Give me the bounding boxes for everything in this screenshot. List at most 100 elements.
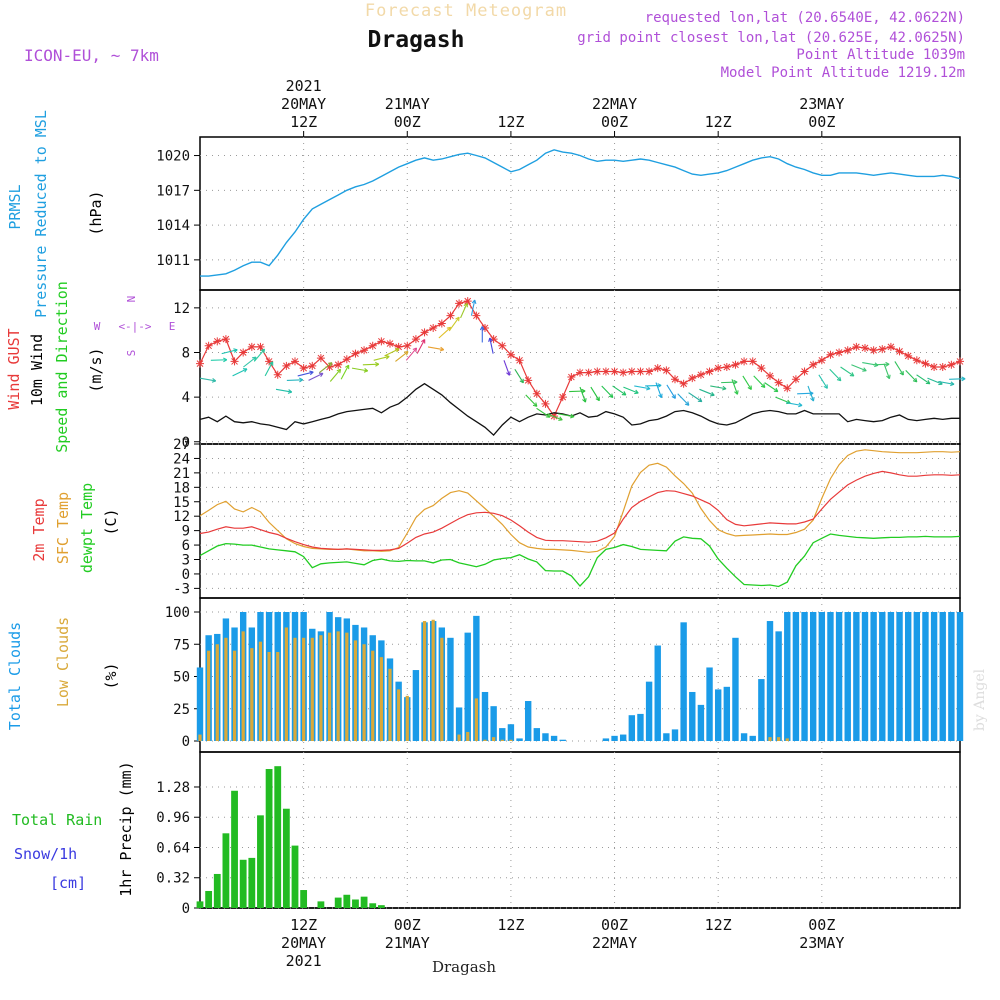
wind-arrow-head [595, 396, 600, 402]
gust-marker [938, 363, 947, 371]
wind-arrow [873, 363, 890, 366]
gust-marker [230, 357, 239, 366]
low-cloud-bar [768, 737, 772, 741]
clouds-tick-label: 25 [173, 702, 190, 718]
wind-arrow [489, 337, 494, 354]
gust-marker [740, 357, 749, 366]
temp-frame [199, 443, 961, 599]
gust-marker [886, 342, 895, 351]
wind-arrow [612, 385, 627, 396]
gust-marker [826, 350, 835, 359]
gust-marker [291, 357, 299, 366]
gust-marker [472, 311, 481, 320]
wind-tick-label: 12 [173, 301, 190, 317]
wind-arrow [634, 385, 651, 390]
wind-arrow-head [287, 389, 293, 394]
low-cloud-bar [785, 738, 789, 741]
total-cloud-bar [559, 739, 566, 741]
t2m-line [199, 470, 961, 552]
temp-tick-label: 18 [173, 480, 190, 496]
pressure-tick-label: 1014 [156, 218, 190, 234]
gust-marker [835, 348, 844, 357]
top-time-label: 12Z [705, 113, 732, 131]
total-cloud-bar [619, 734, 627, 741]
wind-arrow [395, 351, 409, 362]
wind-arrow [232, 368, 248, 377]
rain-bar [265, 769, 273, 908]
total-cloud-bar [749, 735, 756, 741]
footer-location: Dragash [432, 958, 496, 976]
rain-bar [369, 903, 377, 908]
wind-arrow-head [345, 364, 350, 370]
sfc-temp-line [199, 449, 961, 553]
compass-n: N [125, 296, 138, 303]
gust-marker [679, 379, 688, 388]
total-cloud-bar [490, 706, 497, 741]
bottom-time-label: 00Z [394, 916, 421, 934]
total-cloud-bar [516, 738, 523, 741]
precip-tick-label: 0.96 [156, 810, 190, 826]
top-time-label: 22MAY [592, 95, 637, 113]
wind-arrow-head [471, 299, 477, 305]
wind-arrow-head [582, 398, 587, 403]
gust-marker [930, 363, 939, 371]
wind-arrow-head [532, 402, 538, 407]
precip-tick-label: 0.32 [156, 871, 190, 887]
total-cloud-bar [524, 701, 532, 741]
top-time-label: 12Z [290, 113, 317, 131]
wind-arrow [525, 394, 538, 407]
wind-label-gust: Wind GUST [5, 328, 23, 409]
low-cloud-bar [258, 641, 263, 741]
gust-marker [498, 341, 507, 350]
clouds-tick-label: 50 [173, 670, 190, 686]
wind-arrow-head [621, 391, 627, 396]
top-time-label: 20MAY [281, 95, 326, 113]
total-cloud-bar [775, 631, 782, 741]
wind-arrow-head [318, 372, 324, 377]
total-cloud-bar [654, 645, 661, 741]
low-cloud-bar [474, 698, 478, 741]
gust-marker [774, 378, 783, 387]
total-cloud-bar [861, 612, 869, 741]
wind-arrow-head [734, 390, 739, 395]
wind-tick-label: 0 [182, 435, 190, 451]
gust-marker [912, 356, 921, 365]
low-cloud-bar [440, 637, 444, 741]
rain-bar [257, 815, 264, 908]
wind-arrow-head [309, 370, 314, 376]
rain-bar [377, 905, 385, 908]
credit: by Angel [972, 668, 988, 731]
wind-arrow [721, 381, 738, 384]
dewpt-line [199, 533, 961, 588]
total-cloud-bar [697, 704, 705, 741]
pressure-tick-label: 1017 [156, 183, 190, 199]
pressure-panel: 1011 1014 1017 1020 PRMSL Pressure Reduced to… [6, 110, 961, 318]
wind-arrow [840, 366, 855, 377]
total-cloud-bar [827, 612, 834, 741]
gust-marker [532, 389, 541, 398]
rain-bar [222, 833, 230, 908]
wind-arrow [427, 346, 444, 351]
gust-marker [342, 355, 351, 364]
gust-marker [584, 368, 593, 377]
rain-bar [213, 873, 221, 908]
temp-tick-label: 6 [182, 538, 190, 554]
gust-marker [481, 323, 489, 332]
wind-arrow [677, 393, 690, 406]
wind-arrow-head [421, 339, 426, 344]
total-cloud-bar [766, 621, 774, 741]
wind-arrow-head [899, 370, 904, 376]
gust-marker [576, 368, 584, 377]
gust-marker [610, 367, 619, 376]
wind-arrow [710, 385, 727, 390]
gust-marker [757, 364, 766, 373]
low-cloud-bar [397, 689, 401, 741]
wind-arrow [514, 368, 524, 384]
wind-speed-line [199, 382, 960, 437]
wind-arrow-head [722, 385, 727, 391]
wind-arrow-head [328, 362, 333, 367]
wind-arrow [818, 374, 828, 389]
total-cloud-bar [628, 715, 636, 741]
compass-s: S [125, 350, 138, 357]
gust-marker [282, 361, 291, 370]
